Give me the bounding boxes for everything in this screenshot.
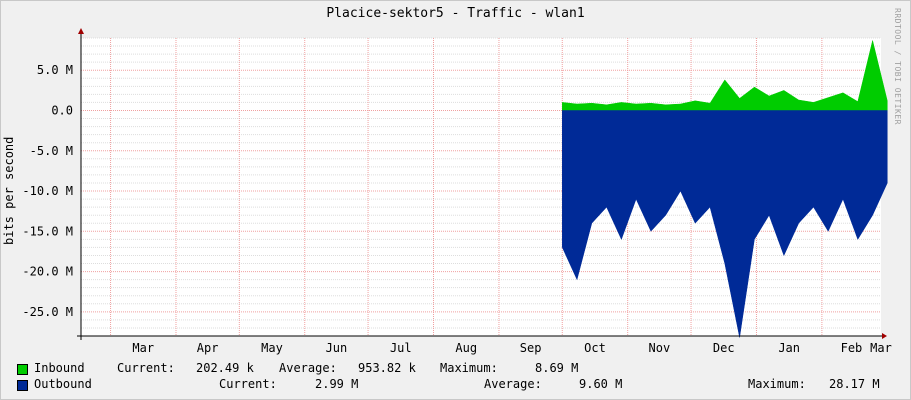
outbound-swatch <box>17 380 28 391</box>
x-tick-label: Nov <box>649 341 671 355</box>
y-tick-label: -20.0 M <box>22 265 73 279</box>
outbound-average-value: 9.60 M <box>579 377 623 391</box>
outbound-area <box>562 110 888 338</box>
x-axis-arrow <box>882 333 887 339</box>
x-tick-label: Mar <box>870 341 892 355</box>
y-tick-label: -25.0 M <box>22 305 73 319</box>
y-tick-label: -15.0 M <box>22 224 73 238</box>
x-tick-label: Mar <box>132 341 154 355</box>
x-tick-label: Oct <box>584 341 606 355</box>
x-tick-label: Jul <box>390 341 412 355</box>
y-tick-label: -10.0 M <box>22 184 73 198</box>
inbound-average-value: 953.82 k <box>358 361 416 375</box>
outbound-current-value: 2.99 M <box>315 377 359 391</box>
y-tick-label: 5.0 M <box>37 63 73 77</box>
x-tick-label: Dec <box>713 341 735 355</box>
inbound-name: Inbound <box>34 361 85 375</box>
inbound-area <box>562 40 888 111</box>
inbound-current-label: Current: <box>117 361 175 375</box>
inbound-swatch <box>17 364 28 375</box>
outbound-average-label: Average: <box>484 377 542 391</box>
x-tick-label: Jan <box>778 341 800 355</box>
x-tick-label: May <box>261 341 283 355</box>
outbound-current-label: Current: <box>219 377 277 391</box>
inbound-current-value: 202.49 k <box>196 361 254 375</box>
legend: Inbound Current: 202.49 k Average: 953.8… <box>0 360 911 400</box>
x-tick-label: Apr <box>197 341 219 355</box>
outbound-name: Outbound <box>34 377 92 391</box>
chart-plot: Mar Apr May Jun Jul Aug Sep Oct Nov Dec Jan Feb Mar 5… <box>22 28 892 355</box>
y-axis-arrow <box>78 28 84 34</box>
outbound-maximum-label: Maximum: <box>748 377 806 391</box>
x-tick-label: Sep <box>520 341 542 355</box>
y-tick-label: -5.0 M <box>30 144 73 158</box>
y-tick-label: 0.0 <box>51 103 73 117</box>
outbound-maximum-value: 28.17 M <box>829 377 880 391</box>
chart-title: Placice-sektor5 - Traffic - wlan1 <box>326 6 585 21</box>
x-tick-label: Feb <box>841 341 863 355</box>
x-tick-label: Aug <box>455 341 477 355</box>
inbound-maximum-value: 8.69 M <box>535 361 579 375</box>
x-tick-label: Jun <box>326 341 348 355</box>
inbound-maximum-label: Maximum: <box>440 361 498 375</box>
watermark: RRDTOOL / TOBI OETIKER <box>893 8 902 125</box>
inbound-average-label: Average: <box>279 361 337 375</box>
